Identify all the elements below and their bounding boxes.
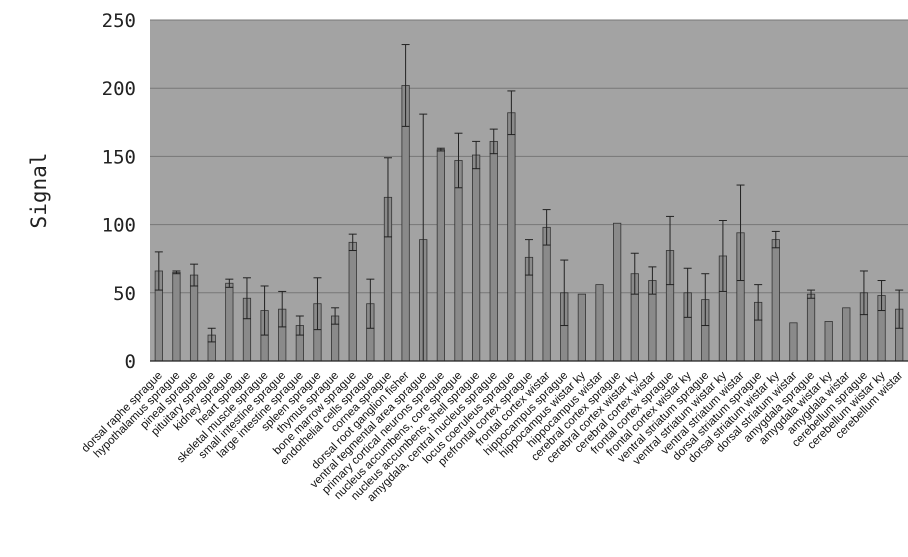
y-tick-label: 150: [102, 146, 136, 168]
bar: [172, 271, 181, 362]
error-bar: [683, 267, 692, 318]
error-bar: [401, 44, 410, 127]
error-bar: [472, 140, 481, 170]
error-bar: [454, 132, 463, 189]
error-bar: [348, 233, 357, 252]
error-bar: [507, 90, 516, 136]
error-bar: [172, 270, 181, 275]
error-bar: [754, 284, 763, 321]
error-bar: [718, 220, 727, 292]
error-bar: [154, 251, 163, 291]
bar: [613, 222, 622, 362]
error-bar: [630, 252, 639, 295]
bar: [436, 149, 445, 362]
error-bar: [807, 289, 816, 299]
error-bar: [225, 278, 234, 288]
bar: [225, 282, 234, 362]
bar: [472, 154, 481, 362]
error-bar: [278, 290, 287, 328]
error-bars: [154, 44, 904, 362]
y-tick-label: 50: [113, 283, 136, 305]
error-bar: [701, 273, 710, 327]
bar: [595, 284, 604, 362]
bar: [507, 112, 516, 362]
y-tick-label: 200: [102, 78, 136, 100]
bar: [824, 321, 833, 362]
error-bar: [859, 270, 868, 316]
error-bar: [877, 280, 886, 312]
error-bar: [260, 285, 269, 336]
bar: [806, 293, 816, 362]
error-bar: [666, 215, 675, 286]
error-bar: [207, 327, 216, 343]
error-bar: [436, 147, 445, 152]
bar: [577, 293, 586, 362]
error-bar: [525, 239, 533, 276]
error-bar: [648, 266, 657, 295]
bar: [348, 241, 357, 362]
bar: [842, 307, 851, 362]
bar: [542, 226, 551, 362]
bar: [489, 140, 498, 362]
y-tick-label: 0: [125, 351, 136, 373]
bar: [454, 160, 463, 362]
error-bar: [560, 259, 569, 327]
y-axis-title: Signal: [27, 153, 51, 229]
error-bar: [313, 277, 322, 331]
error-bar: [295, 315, 304, 336]
y-tick-label: 100: [102, 215, 136, 237]
y-tick-labels: 0 50 100 150 200 250: [102, 10, 136, 373]
error-bar: [366, 278, 375, 329]
bar: [189, 274, 199, 362]
bar: [771, 239, 780, 362]
y-tick-label: 250: [102, 10, 136, 32]
error-bar: [190, 263, 199, 287]
error-bar: [383, 157, 392, 238]
gridlines: [150, 19, 908, 294]
error-bar: [542, 209, 551, 246]
error-bar: [771, 230, 780, 249]
error-bar: [895, 289, 904, 329]
error-bar: [242, 277, 251, 320]
bar: [789, 322, 798, 362]
error-bar: [331, 307, 340, 325]
error-bar: [489, 128, 498, 155]
error-bar: [736, 184, 745, 282]
